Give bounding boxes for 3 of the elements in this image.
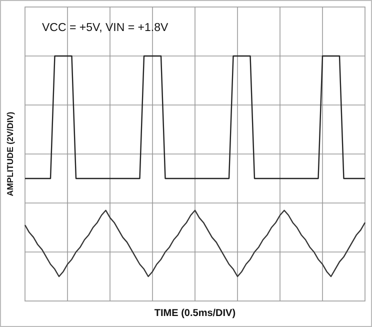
x-axis-title: TIME (0.5ms/DIV): [154, 308, 236, 319]
text: VCC = +5V, VIN = +1.8V: [42, 22, 168, 34]
y-axis-title: AMPLITUDE (2V/DIV): [5, 112, 15, 196]
